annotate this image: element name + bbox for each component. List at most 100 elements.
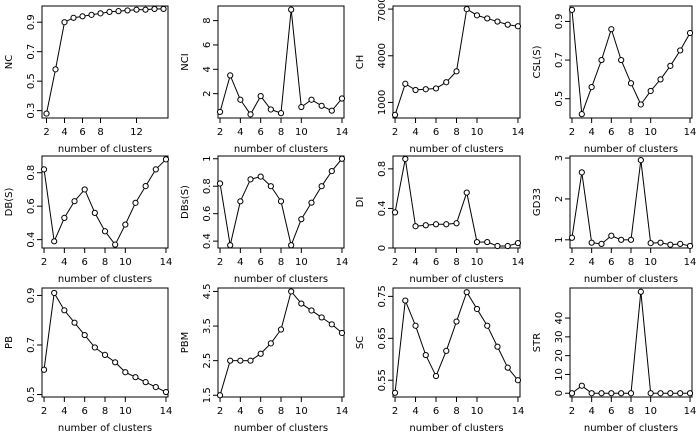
data-point [267, 340, 274, 347]
y-tick-label: 0.4 [26, 232, 37, 248]
data-point [247, 357, 254, 364]
series-segment [271, 188, 280, 200]
data-point [40, 166, 48, 173]
series-segment [436, 353, 446, 374]
y-tick-label: 0.7 [26, 337, 37, 353]
series-segment [446, 323, 457, 349]
data-point [308, 307, 315, 314]
data-point [142, 183, 149, 190]
x-tick-label: 14 [512, 406, 525, 417]
x-tick-label: 6 [81, 257, 87, 268]
data-point [298, 300, 305, 307]
series-segment [395, 161, 406, 210]
data-point [216, 180, 224, 187]
series-segment [65, 203, 74, 216]
data-point [328, 107, 335, 114]
panel-nci: 2 4 6 8 10 14 2 4 6 8 number of clusters NCI [180, 5, 348, 155]
series-segment [323, 106, 330, 111]
x-tick-label: 2 [217, 257, 223, 268]
x-tick-label: 10 [644, 127, 657, 138]
data-point [667, 62, 674, 69]
series-segment [127, 372, 134, 377]
series-segment [115, 226, 125, 243]
x-axis-title: number of clusters [584, 274, 678, 285]
series-segment [95, 214, 105, 230]
x-tick-label: 2 [569, 406, 575, 417]
series-segment [271, 331, 280, 342]
series-segment [54, 220, 64, 240]
x-tick-label: 2 [392, 257, 398, 268]
y-tick-label: 1.5 [202, 387, 213, 403]
data-point [453, 68, 460, 75]
data-point [112, 359, 119, 366]
data-point [443, 347, 450, 354]
series-segment [46, 71, 56, 112]
series-dbs-s [216, 155, 346, 249]
data-point [627, 390, 635, 397]
x-tick-label: 8 [278, 127, 284, 138]
x-axis-title: number of clusters [584, 423, 678, 434]
series-segment [75, 191, 84, 200]
data-point [247, 176, 254, 183]
y-axis-title: NC [4, 55, 15, 69]
plot-frame-str [569, 287, 693, 398]
y-axis-ch: 1000 4000 7000 [377, 0, 393, 115]
data-point [588, 239, 595, 246]
series-segment [230, 203, 241, 243]
panel-nc: 2 4 6 8 12 0.3 0.5 0.7 0.9 number of clusters NC [4, 5, 169, 155]
data-point [227, 357, 234, 364]
series-segment [55, 24, 65, 67]
y-axis-sc: 0.55 0.65 0.75 [377, 285, 393, 391]
x-tick-label: 2 [392, 127, 398, 138]
series-segment [468, 10, 476, 15]
data-point [453, 220, 460, 227]
series-segment [333, 100, 341, 110]
y-tick-label: 10 [554, 368, 565, 381]
data-point [277, 110, 285, 117]
series-segment [136, 188, 145, 201]
series-segment [621, 62, 631, 82]
x-tick-label: 4 [61, 257, 67, 268]
data-point [328, 321, 335, 328]
y-tick-label: 4.5 [202, 284, 213, 300]
data-point [277, 326, 285, 333]
y-axis-title: SC [355, 336, 366, 349]
x-axis-str: 2 4 6 8 10 14 [569, 397, 696, 417]
x-axis-title: number of clusters [58, 423, 152, 434]
x-tick-label: 8 [453, 406, 459, 417]
x-tick-label: 14 [160, 406, 173, 417]
x-axis-pb: 2 4 6 8 10 14 [41, 397, 172, 417]
x-axis-csl-s: 2 4 6 8 10 14 [569, 118, 696, 138]
data-point [637, 288, 644, 295]
panel-dbs-s: 2 4 6 8 10 14 0.4 0.6 0.8 1 number of clusters DBs(… [180, 155, 348, 285]
x-axis-gd33: 2 4 6 8 10 14 [569, 248, 696, 268]
data-point [657, 390, 664, 397]
data-point [338, 329, 346, 337]
series-segment [603, 237, 610, 243]
x-tick-label: 6 [433, 127, 439, 138]
series-segment [477, 310, 487, 324]
y-axis-title: NCI [180, 53, 191, 70]
data-point [618, 236, 625, 243]
x-axis-di: 2 4 6 8 10 14 [392, 248, 524, 268]
x-tick-label: 8 [628, 127, 634, 138]
data-point [162, 388, 170, 396]
series-segment [582, 89, 592, 112]
series-segment [116, 363, 124, 371]
x-tick-label: 10 [295, 127, 308, 138]
series-segment [137, 377, 144, 382]
x-tick-label: 4 [412, 127, 418, 138]
plot-frame-pbm [217, 287, 345, 398]
series-di [391, 155, 522, 250]
data-point [686, 29, 694, 37]
data-point [61, 307, 68, 314]
x-axis-nci: 2 4 6 8 10 14 [217, 118, 348, 138]
x-axis-title: number of clusters [234, 423, 328, 434]
y-tick-label: 20 [554, 349, 565, 362]
x-tick-label: 10 [644, 406, 657, 417]
plot-frame-gd33 [569, 155, 693, 249]
data-point [338, 155, 346, 162]
y-axis-csl-s: 0.5 0.7 0.9 [554, 13, 570, 107]
y-tick-label: 8 [202, 17, 213, 23]
panel-ch: 2 4 6 8 10 14 1000 4000 7000 number of clusters CH [355, 0, 524, 155]
